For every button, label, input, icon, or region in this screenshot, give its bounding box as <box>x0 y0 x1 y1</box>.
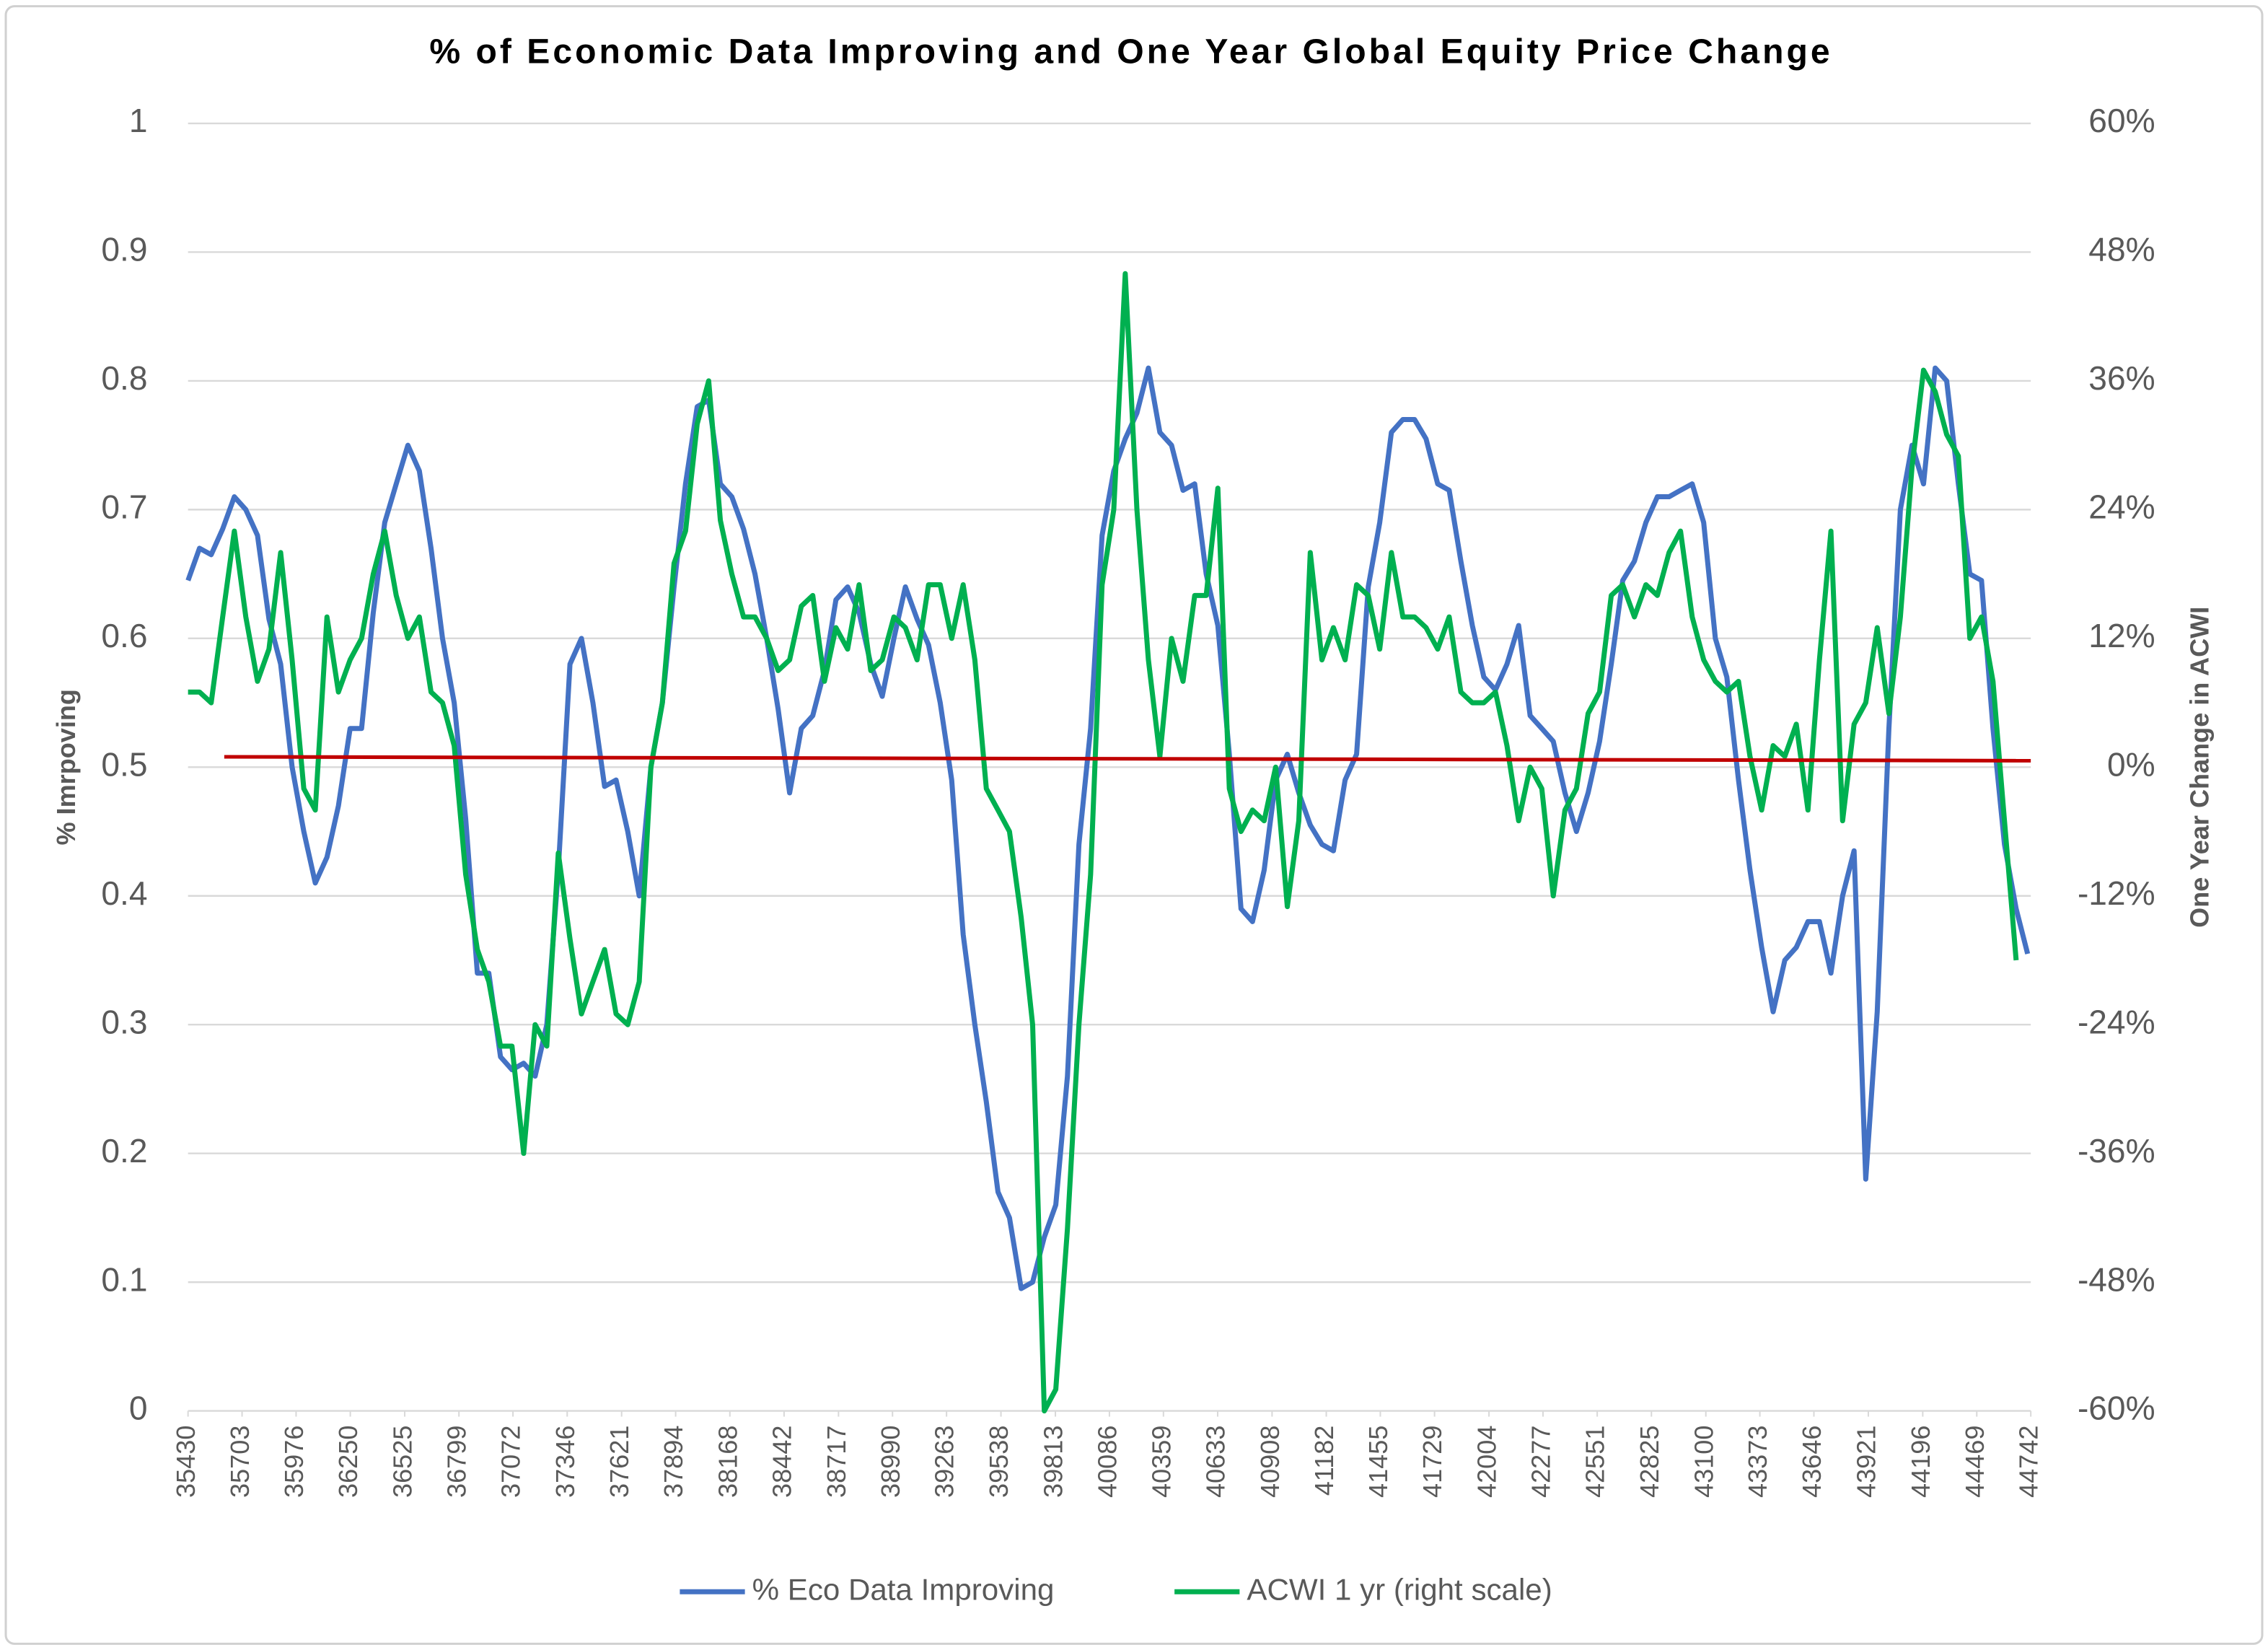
y2-tick-label: 0% <box>2107 745 2155 783</box>
x-tick-label: 38717 <box>822 1426 851 1498</box>
y2-tick-label: -60% <box>2078 1390 2155 1427</box>
y2-axis-title: One Year Change in ACWI <box>2184 607 2214 928</box>
x-tick-label: 36525 <box>388 1426 418 1498</box>
x-tick-label: 40908 <box>1255 1426 1285 1498</box>
x-tick-label: 40359 <box>1146 1426 1176 1498</box>
y-tick-label: 0.7 <box>101 488 147 526</box>
trend-line <box>224 755 2031 763</box>
x-tick-label: 39263 <box>930 1426 959 1498</box>
x-tick-label: 35430 <box>171 1426 201 1498</box>
x-tick-label: 41455 <box>1363 1426 1393 1498</box>
legend-label: ACWI 1 yr (right scale) <box>1247 1572 1552 1606</box>
y-tick-label: 0.6 <box>101 617 147 654</box>
chart-border <box>4 5 2264 1645</box>
x-tick-label: 36799 <box>442 1426 472 1498</box>
chart-title: % of Economic Data Improving and One Yea… <box>429 32 1832 71</box>
x-tick-label: 37894 <box>659 1426 688 1498</box>
x-tick-label: 40633 <box>1200 1426 1230 1498</box>
x-tick-label: 41182 <box>1309 1426 1339 1496</box>
x-tick-label: 44469 <box>1960 1426 1990 1498</box>
x-tick-label: 42277 <box>1526 1426 1555 1498</box>
x-tick-label: 36250 <box>333 1426 363 1498</box>
x-tick-label: 37072 <box>496 1426 526 1498</box>
y2-tick-label: -24% <box>2078 1003 2155 1040</box>
x-tick-label: 42551 <box>1581 1426 1610 1498</box>
y-tick-label: 0.1 <box>101 1260 147 1298</box>
y2-tick-label: 12% <box>2088 617 2155 654</box>
y2-tick-label: 36% <box>2088 359 2155 397</box>
x-tick-label: 37621 <box>605 1426 634 1498</box>
x-tick-label: 38168 <box>713 1426 742 1498</box>
y-tick-label: 1 <box>129 102 148 139</box>
y-tick-label: 0.2 <box>101 1132 147 1170</box>
x-tick-label: 41729 <box>1418 1426 1447 1498</box>
y-tick-label: 0.9 <box>101 231 147 268</box>
x-tick-label: 40086 <box>1092 1426 1122 1498</box>
x-tick-label: 39538 <box>984 1426 1014 1498</box>
legend-label: % Eco Data Improving <box>752 1572 1055 1606</box>
y-tick-label: 0.5 <box>101 745 147 783</box>
y2-tick-label: 24% <box>2088 488 2155 526</box>
x-tick-label: 43373 <box>1743 1426 1772 1498</box>
y2-tick-label: -48% <box>2078 1260 2155 1298</box>
x-tick-label: 39813 <box>1039 1426 1068 1498</box>
y2-tick-label: 60% <box>2088 102 2155 139</box>
x-tick-label: 44196 <box>1906 1426 1935 1498</box>
x-tick-label: 38990 <box>876 1426 905 1498</box>
y2-tick-label: 48% <box>2088 231 2155 268</box>
x-tick-label: 43646 <box>1797 1426 1827 1498</box>
y2-tick-label: -12% <box>2078 874 2155 912</box>
x-tick-label: 38442 <box>767 1426 796 1498</box>
x-tick-label: 42825 <box>1635 1426 1664 1498</box>
x-tick-label: 44742 <box>2014 1426 2044 1498</box>
series-line <box>188 271 2019 1414</box>
y-tick-label: 0 <box>129 1390 148 1427</box>
x-tick-label: 35703 <box>225 1426 255 1498</box>
y-tick-label: 0.3 <box>101 1003 147 1040</box>
x-tick-label: 42004 <box>1472 1426 1502 1498</box>
x-tick-label: 43921 <box>1851 1426 1881 1498</box>
x-tick-label: 35976 <box>279 1426 309 1498</box>
x-tick-label: 43100 <box>1689 1426 1718 1498</box>
y-tick-label: 0.8 <box>101 359 147 397</box>
x-tick-label: 37346 <box>550 1426 580 1498</box>
y-axis-title: % Imrpoving <box>51 689 81 846</box>
y-tick-label: 0.4 <box>101 874 147 912</box>
y2-tick-label: -36% <box>2078 1132 2155 1170</box>
